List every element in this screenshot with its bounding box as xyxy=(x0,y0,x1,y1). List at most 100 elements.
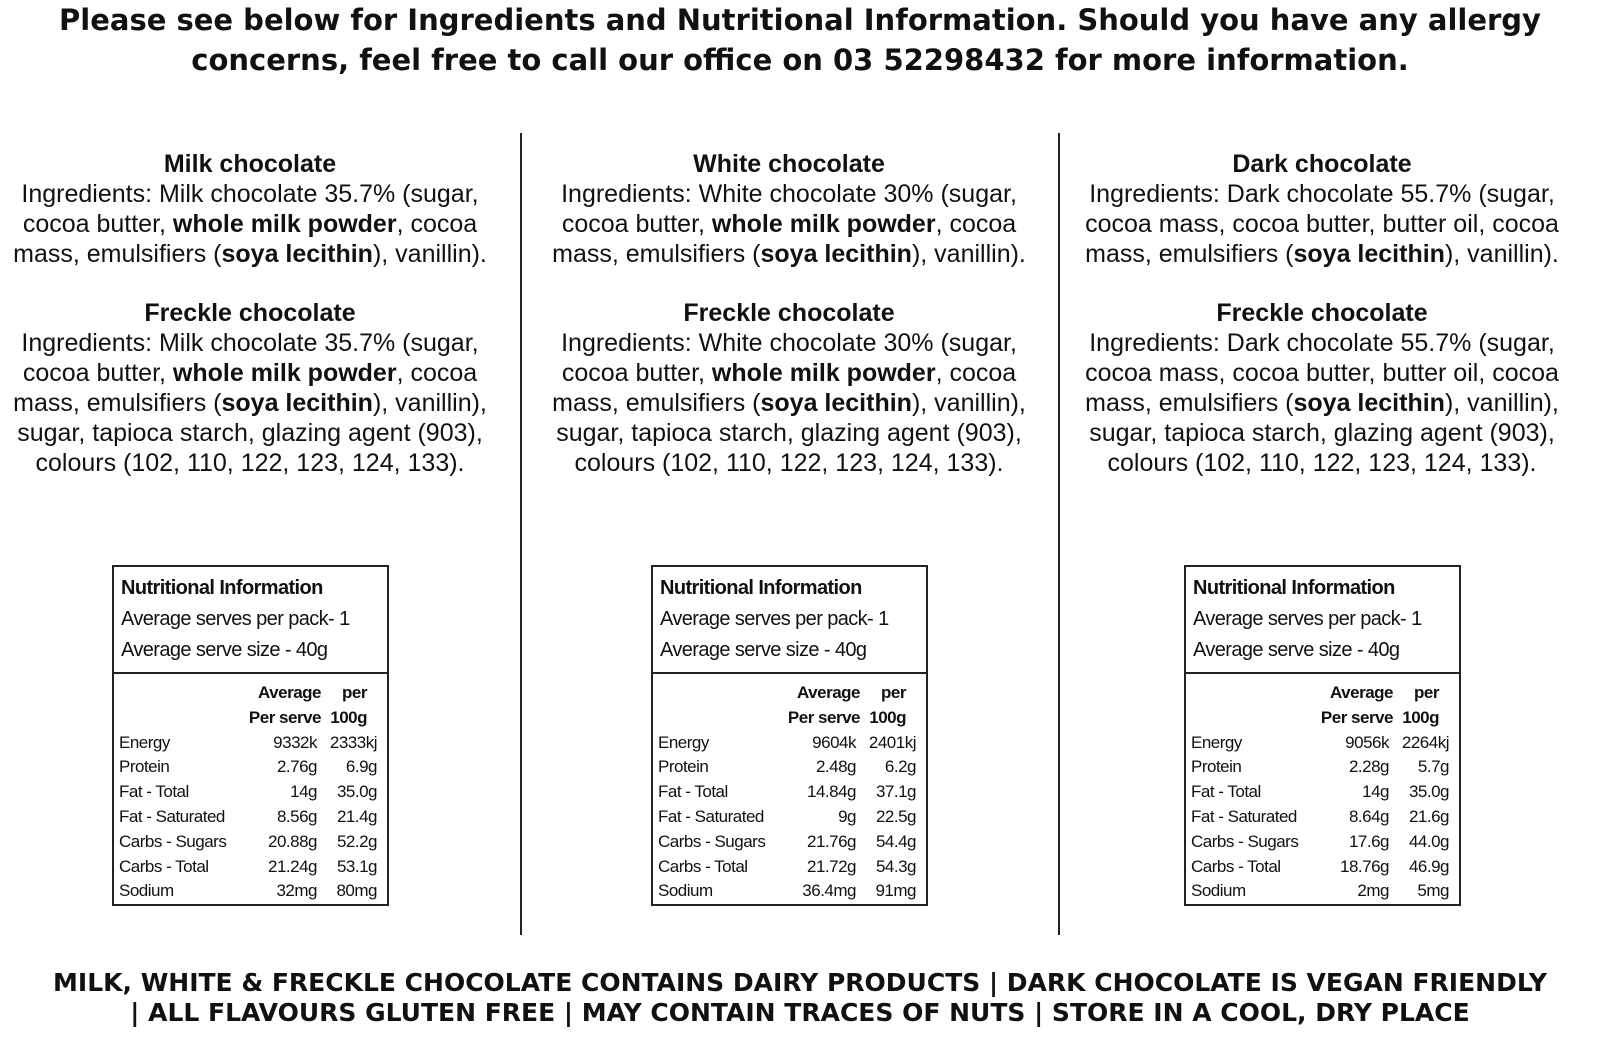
table-header-row: Average per xyxy=(653,681,926,706)
nutrient-value: 2264kj xyxy=(1401,732,1450,752)
ingredient-text: , cocoa mass, emulsifiers ( xyxy=(13,210,478,268)
section-title: Freckle chocolate xyxy=(683,299,895,327)
ingredient-section: Dark chocolate Ingredients: Dark chocolat… xyxy=(1072,149,1572,269)
column-header: 100g xyxy=(869,707,906,727)
ingredient-text: , cocoa mass, emulsifiers ( xyxy=(552,210,1017,268)
ingredient-text: soya lecithin xyxy=(1293,389,1445,417)
ingredient-text: Ingredients: Milk chocolate 35.7% (sugar… xyxy=(21,180,479,238)
column-header: per xyxy=(1414,683,1439,702)
footer-line: MILK, WHITE & FRECKLE CHOCOLATE CONTAINS… xyxy=(53,968,1547,997)
nutrient-name: Sodium xyxy=(119,881,174,901)
nutrition-title: Nutritional Information xyxy=(1193,577,1395,599)
nutrient-name: Carbs - Sugars xyxy=(119,831,227,851)
table-header-row: Average per xyxy=(114,681,387,706)
nutrient-value: 37.1g xyxy=(875,782,917,802)
ingredient-text: , cocoa mass, emulsifiers ( xyxy=(13,359,478,417)
nutrient-value: 21.6g xyxy=(1408,806,1450,826)
nutrient-value: 2401kj xyxy=(868,732,917,752)
separator xyxy=(1186,672,1459,674)
ingredient-text: Ingredients: White chocolate 30% (sugar,… xyxy=(561,180,1017,238)
table-row: Fat - Saturated 8.56g 21.4g xyxy=(114,805,387,830)
table-row: Protein 2.28g 5.7g xyxy=(1186,755,1459,780)
table-row: Carbs - Sugars 20.88g 52.2g xyxy=(114,830,387,855)
nutrient-value: 52.2g xyxy=(336,831,378,851)
nutrient-name: Fat - Total xyxy=(1191,782,1261,802)
nutrition-panel: Nutritional Information Average serves pe… xyxy=(1184,565,1461,906)
header-line: concerns, feel free to call our office o… xyxy=(191,43,1409,77)
nutrient-value: 91mg xyxy=(875,881,916,901)
nutrient-value: 54.4g xyxy=(875,831,917,851)
table-row: Carbs - Sugars 17.6g 44.0g xyxy=(1186,830,1459,855)
nutrient-name: Energy xyxy=(1191,732,1242,752)
table-row: Carbs - Total 21.72g 54.3g xyxy=(653,855,926,880)
table-row: Energy 9604k 2401kj xyxy=(653,731,926,756)
ingredient-text: soya lecithin xyxy=(760,389,912,417)
nutrient-value: 21.4g xyxy=(336,806,378,826)
nutrient-value: 8.56g xyxy=(276,806,318,826)
nutrient-name: Fat - Saturated xyxy=(658,806,764,826)
nutrition-line: Average serve size - 40g xyxy=(121,639,328,661)
separator xyxy=(114,672,387,674)
nutrient-value: 17.6g xyxy=(1348,831,1390,851)
nutrient-name: Protein xyxy=(119,757,170,777)
header-line: Please see below for Ingredients and Nut… xyxy=(59,3,1541,37)
section-title: Milk chocolate xyxy=(163,150,337,178)
table-row: Fat - Total 14.84g 37.1g xyxy=(653,780,926,805)
ingredients: Ingredients: Milk chocolate 35.7% (sugar… xyxy=(0,179,500,269)
column-header: 100g xyxy=(330,707,367,727)
column-header: per xyxy=(881,683,906,702)
ingredient-section: White chocolate Ingredients: White chocol… xyxy=(539,149,1039,269)
section-title: Freckle chocolate xyxy=(144,299,356,327)
table-row: Fat - Saturated 8.64g 21.6g xyxy=(1186,805,1459,830)
nutrient-name: Sodium xyxy=(658,881,713,901)
nutrient-value: 2333kj xyxy=(329,732,378,752)
nutrient-name: Energy xyxy=(658,732,709,752)
section-title: White chocolate xyxy=(693,150,885,178)
table-row: Protein 2.48g 6.2g xyxy=(653,755,926,780)
nutrient-value: 9604k xyxy=(812,732,856,752)
nutrition-table: Average per Per serve 100g Energy 9332k 2333kj… xyxy=(114,674,387,904)
nutrition-line: Average serves per pack- 1 xyxy=(1193,608,1422,630)
table-header-row: Per serve 100g xyxy=(1186,706,1459,731)
ingredient-text: whole milk powder xyxy=(711,210,936,238)
ingredient-section: Freckle chocolate Ingredients: White choc… xyxy=(539,298,1039,478)
nutrient-name: Carbs - Total xyxy=(1191,856,1281,876)
ingredient-text: ), vanillin), sugar, tapioca starch, gla… xyxy=(17,389,487,477)
nutrient-value: 53.1g xyxy=(336,856,378,876)
ingredient-text: ), vanillin). xyxy=(911,240,1026,268)
ingredients: Ingredients: White chocolate 30% (sugar,… xyxy=(539,328,1039,478)
nutrient-value: 36.4mg xyxy=(802,881,856,901)
table-row: Fat - Saturated 9g 22.5g xyxy=(653,805,926,830)
table-row: Sodium 2mg 5mg xyxy=(1186,879,1459,904)
ingredient-text: whole milk powder xyxy=(172,359,397,387)
ingredients: Ingredients: White chocolate 30% (sugar,… xyxy=(539,179,1039,269)
nutrient-name: Fat - Saturated xyxy=(119,806,225,826)
table-row: Sodium 36.4mg 91mg xyxy=(653,879,926,904)
ingredients: Ingredients: Dark chocolate 55.7% (sugar… xyxy=(1072,179,1572,269)
table-row: Energy 9056k 2264kj xyxy=(1186,731,1459,756)
nutrition-line: Average serve size - 40g xyxy=(1193,639,1400,661)
column-header: per xyxy=(342,683,367,702)
nutrient-name: Protein xyxy=(1191,757,1242,777)
ingredients: Ingredients: Milk chocolate 35.7% (sugar… xyxy=(0,328,500,478)
nutrient-value: 14.84g xyxy=(807,782,857,802)
nutrient-name: Carbs - Total xyxy=(119,856,209,876)
section-title: Dark chocolate xyxy=(1232,150,1412,178)
product-column: White chocolate Ingredients: White chocol… xyxy=(539,149,1039,507)
nutrition-head: Nutritional Information Average serves pe… xyxy=(114,567,387,666)
ingredient-text: , cocoa mass, emulsifiers ( xyxy=(552,359,1017,417)
nutrient-value: 44.0g xyxy=(1408,831,1450,851)
nutrient-value: 21.76g xyxy=(807,831,857,851)
nutrition-panel: Nutritional Information Average serves pe… xyxy=(651,565,928,906)
nutrient-value: 21.72g xyxy=(807,856,857,876)
column-header: Per serve xyxy=(787,707,861,727)
ingredient-text: Ingredients: Milk chocolate 35.7% (sugar… xyxy=(21,329,479,387)
ingredient-text: ), vanillin). xyxy=(372,240,487,268)
nutrient-value: 2.76g xyxy=(276,757,318,777)
section-title: Freckle chocolate xyxy=(1216,299,1428,327)
ingredient-text: ), vanillin). xyxy=(1444,240,1559,268)
nutrient-name: Fat - Total xyxy=(658,782,728,802)
nutrient-name: Energy xyxy=(119,732,170,752)
nutrient-value: 2.28g xyxy=(1348,757,1390,777)
